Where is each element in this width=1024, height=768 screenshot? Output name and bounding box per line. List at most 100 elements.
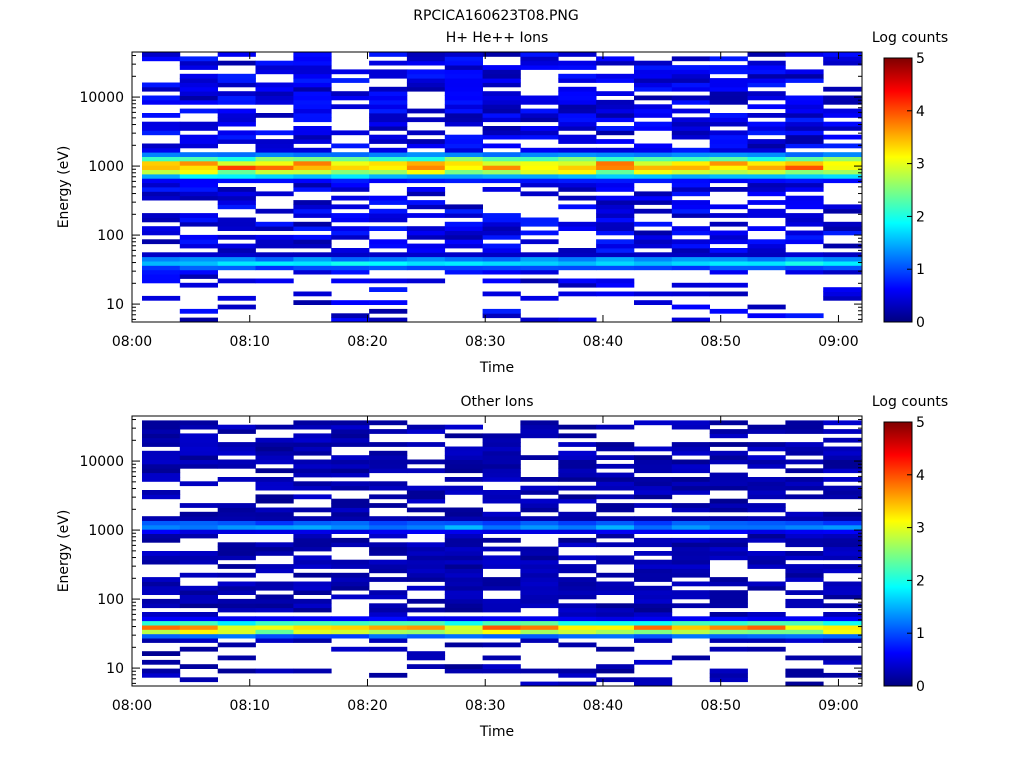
- heatmap-cell: [596, 291, 635, 297]
- heatmap-cell: [255, 239, 294, 245]
- heatmap-cell: [255, 629, 294, 635]
- heatmap-cell: [558, 485, 597, 491]
- heatmap-cell: [179, 108, 218, 114]
- x-axis-label: Time: [479, 360, 514, 376]
- heatmap-cell: [482, 555, 521, 561]
- heatmap-cell: [255, 446, 294, 452]
- heatmap-cell: [558, 520, 597, 526]
- heatmap-cell: [142, 424, 181, 430]
- heatmap-cell: [823, 86, 862, 92]
- heatmap-cell: [634, 95, 673, 101]
- heatmap-cell: [558, 681, 597, 687]
- heatmap-cell: [520, 173, 559, 179]
- heatmap-cell: [293, 459, 332, 465]
- heatmap-cell: [293, 616, 332, 622]
- heatmap-cell: [634, 252, 673, 258]
- heatmap-cell: [596, 472, 635, 478]
- heatmap-cell: [142, 638, 181, 643]
- heatmap-cell: [596, 529, 635, 534]
- heatmap-cell: [444, 143, 483, 149]
- heatmap-cell: [217, 642, 256, 648]
- heatmap-cell: [634, 520, 673, 526]
- x-tick-label: 08:40: [583, 698, 623, 714]
- heatmap-cell: [596, 200, 635, 205]
- heatmap-cell: [179, 424, 218, 430]
- heatmap-cell: [331, 226, 370, 231]
- heatmap-cell: [179, 187, 218, 192]
- heatmap-cell: [293, 117, 332, 123]
- heatmap-cell: [520, 551, 559, 556]
- heatmap-cell: [482, 511, 521, 517]
- heatmap-cell: [823, 243, 862, 249]
- heatmap-cell: [747, 429, 786, 434]
- heatmap-cell: [558, 442, 597, 447]
- heatmap-cell: [634, 620, 673, 626]
- heatmap-cell: [596, 265, 635, 271]
- heatmap-cell: [823, 477, 862, 482]
- heatmap-cell: [482, 655, 521, 661]
- heatmap-cell: [406, 248, 446, 253]
- heatmap-cell: [785, 182, 824, 188]
- heatmap-cell: [179, 73, 218, 79]
- heatmap-cell: [255, 99, 294, 105]
- heatmap-cell: [444, 524, 483, 530]
- heatmap-cell: [671, 200, 710, 205]
- heatmap-cell: [671, 248, 710, 253]
- heatmap-cell: [823, 585, 862, 591]
- heatmap-cell: [406, 226, 446, 231]
- heatmap-cell: [747, 455, 786, 460]
- heatmap-cell: [671, 424, 710, 430]
- heatmap-cell: [558, 581, 597, 587]
- heatmap-cell: [634, 156, 673, 162]
- heatmap-cell: [709, 668, 748, 674]
- heatmap-cell: [709, 86, 748, 92]
- heatmap-cell: [671, 152, 710, 157]
- heatmap-cell: [369, 524, 408, 530]
- heatmap-cell: [671, 243, 710, 249]
- heatmap-cell: [293, 572, 332, 578]
- heatmap-cell: [671, 230, 710, 236]
- heatmap-cell: [823, 616, 862, 622]
- heatmap-cell: [369, 60, 408, 66]
- heatmap-cell: [444, 568, 483, 574]
- x-tick-label: 08:00: [112, 334, 152, 350]
- heatmap-cell: [785, 217, 824, 223]
- heatmap-cell: [142, 668, 181, 674]
- heatmap-cell: [634, 221, 673, 227]
- heatmap-cell: [596, 520, 635, 526]
- heatmap-cell: [217, 82, 256, 88]
- heatmap-cell: [369, 139, 408, 144]
- x-tick-label: 09:00: [818, 334, 858, 350]
- heatmap-cell: [634, 598, 673, 604]
- heatmap-cell: [255, 633, 294, 639]
- heatmap-cell: [520, 160, 559, 166]
- heatmap-cell: [369, 160, 408, 166]
- heatmap-cell: [671, 182, 710, 188]
- heatmap-cell: [520, 113, 559, 118]
- colorbar-label: Log counts: [872, 30, 948, 46]
- heatmap-cell: [142, 433, 181, 439]
- heatmap-cell: [406, 234, 446, 240]
- heatmap-cell: [709, 594, 748, 600]
- colorbar-tick-label: 1: [916, 262, 925, 278]
- heatmap-cell: [823, 437, 862, 443]
- heatmap-cell: [293, 113, 332, 118]
- heatmap-cell: [217, 668, 256, 674]
- heatmap-cell: [331, 433, 370, 439]
- heatmap-cell: [482, 226, 521, 231]
- heatmap-cell: [142, 230, 181, 236]
- heatmap-cell: [671, 208, 710, 214]
- heatmap-cell: [709, 134, 748, 140]
- heatmap-cell: [823, 204, 862, 210]
- heatmap-cell: [785, 542, 824, 548]
- heatmap-cell: [217, 191, 256, 197]
- heatmap-cell: [293, 603, 332, 609]
- heatmap-cell: [596, 248, 635, 253]
- heatmap-cell: [293, 156, 332, 162]
- heatmap-cell: [444, 173, 483, 179]
- heatmap-cell: [671, 537, 710, 543]
- heatmap-cell: [406, 651, 446, 656]
- heatmap-cell: [482, 91, 521, 96]
- colorbar-tick-label: 5: [916, 415, 925, 431]
